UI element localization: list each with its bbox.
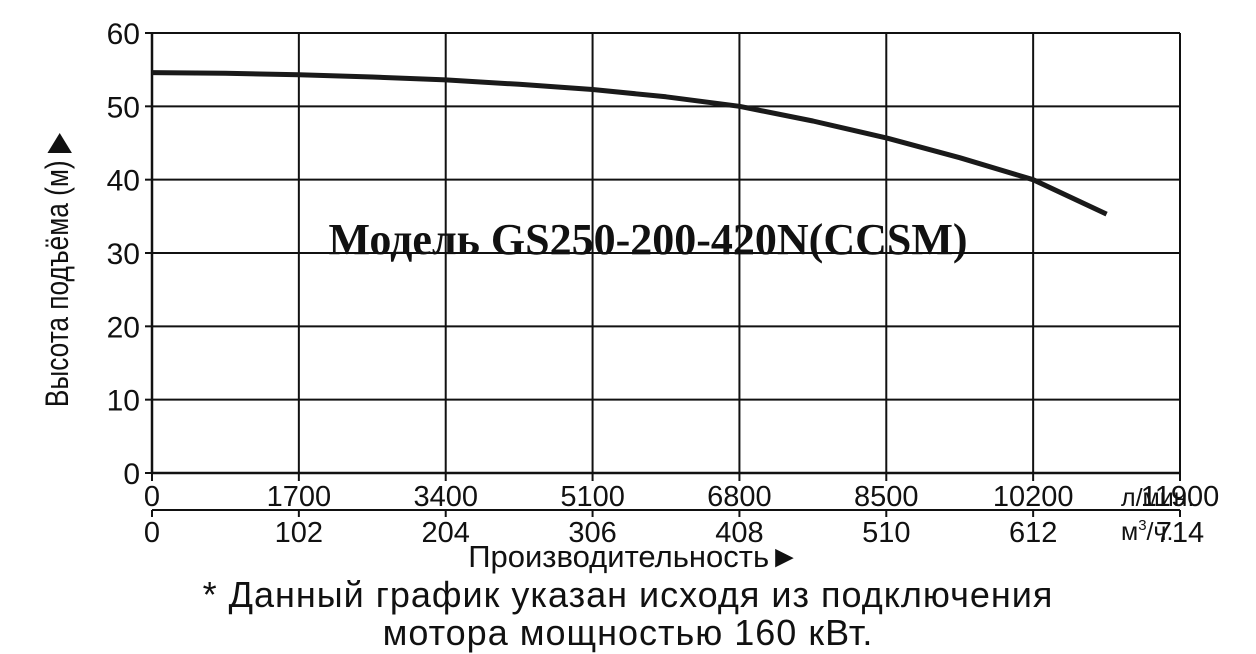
y-tick-label: 10 — [107, 385, 140, 418]
unit-tail: /ч. — [1147, 518, 1174, 546]
x-tick-label-secondary: 510 — [862, 517, 910, 549]
x-tick-label-primary: 3400 — [413, 481, 478, 513]
x-tick-label-primary: 8500 — [854, 481, 919, 513]
x-tick-label-primary: 5100 — [560, 481, 625, 513]
y-tick-label: 50 — [107, 91, 140, 124]
x-axis-secondary-unit: м3/ч. — [1121, 517, 1173, 546]
y-tick-label: 20 — [107, 311, 140, 344]
y-tick-label: 40 — [107, 165, 140, 198]
x-tick-label-secondary: 306 — [568, 517, 616, 549]
footnote-line-1: * Данный график указан исходя из подключ… — [202, 574, 1054, 615]
x-tick-label-secondary: 612 — [1009, 517, 1057, 549]
chart-title: Модель GS250-200-420N(CCSM) — [328, 215, 967, 264]
x-tick-label-secondary: 408 — [715, 517, 763, 549]
y-tick-label: 30 — [107, 238, 140, 271]
y-tick-label: 0 — [123, 458, 140, 491]
x-tick-label-primary: 6800 — [707, 481, 772, 513]
y-tick-label: 60 — [107, 18, 140, 51]
x-tick-label-primary: 10200 — [993, 481, 1074, 513]
x-axis-title: Производительность► — [468, 539, 800, 574]
series-line — [151, 70, 1108, 217]
footnote-line-2: мотора мощностью 160 кВт. — [382, 612, 874, 653]
unit-superscript: 3 — [1138, 517, 1146, 534]
x-tick-label-primary: 1700 — [267, 481, 332, 513]
x-tick-label-primary: 0 — [144, 481, 160, 513]
x-tick-label-primary: 11900 — [1141, 481, 1220, 513]
x-tick-label-secondary: 204 — [422, 517, 470, 549]
x-tick-label-secondary: 714 — [1156, 517, 1204, 549]
unit-base: м — [1121, 518, 1138, 546]
x-axis-primary-unit: л/мин. — [1121, 484, 1194, 512]
x-tick-label-secondary: 0 — [144, 517, 160, 549]
x-tick-label-secondary: 102 — [275, 517, 323, 549]
y-axis-title: Высота подъёма (м) ▶ — [41, 132, 76, 407]
